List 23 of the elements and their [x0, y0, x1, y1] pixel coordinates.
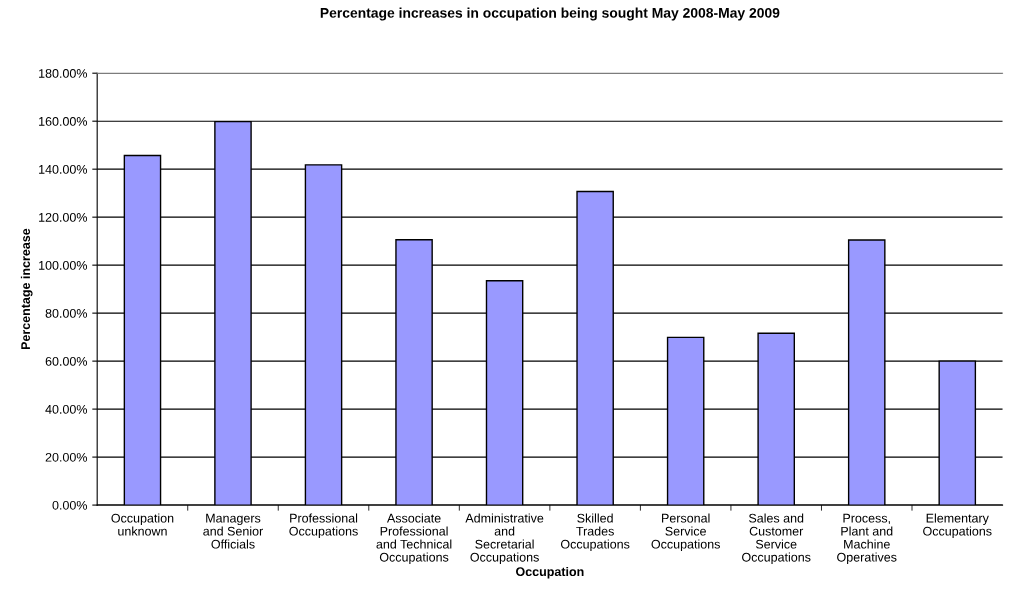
x-tick-label: Occupation unknown: [111, 513, 174, 536]
y-tick-label: 20.00%: [45, 452, 88, 462]
x-tick-label: Process, Plant and Machine Operatives: [837, 513, 897, 565]
x-tick-label: Professional Occupations: [289, 513, 358, 539]
y-axis-title: Percentage increase: [20, 228, 33, 350]
y-tick-label: 80.00%: [45, 308, 88, 318]
x-tick-label: Elementary Occupations: [923, 513, 992, 539]
y-tick-label: 40.00%: [45, 404, 88, 414]
y-tick-label: 140.00%: [39, 164, 88, 174]
y-tick-label: 60.00%: [45, 356, 88, 366]
x-tick-label: Sales and Customer Service Occupations: [742, 513, 811, 565]
x-tick-label: Associate Professional and Technical Occupations: [376, 513, 452, 565]
y-tick-label: 180.00%: [39, 69, 88, 78]
x-axis-title: Occupation: [516, 566, 584, 579]
y-tick-label: 100.00%: [39, 260, 88, 270]
y-tick-label: 120.00%: [39, 212, 88, 222]
chart-title: Percentage increases in occupation being sought May 2008-May 2009: [320, 7, 780, 21]
x-tick-label: Skilled Trades Occupations: [560, 513, 630, 552]
y-tick-label: 160.00%: [39, 116, 88, 126]
y-tick-label: 0.00%: [52, 500, 88, 510]
x-tick-label: Personal Service Occupations: [651, 513, 720, 552]
x-tick-label: Managers and Senior Officials: [203, 513, 264, 549]
x-tick-label: Administrative and Secretarial Occupations: [465, 513, 544, 565]
